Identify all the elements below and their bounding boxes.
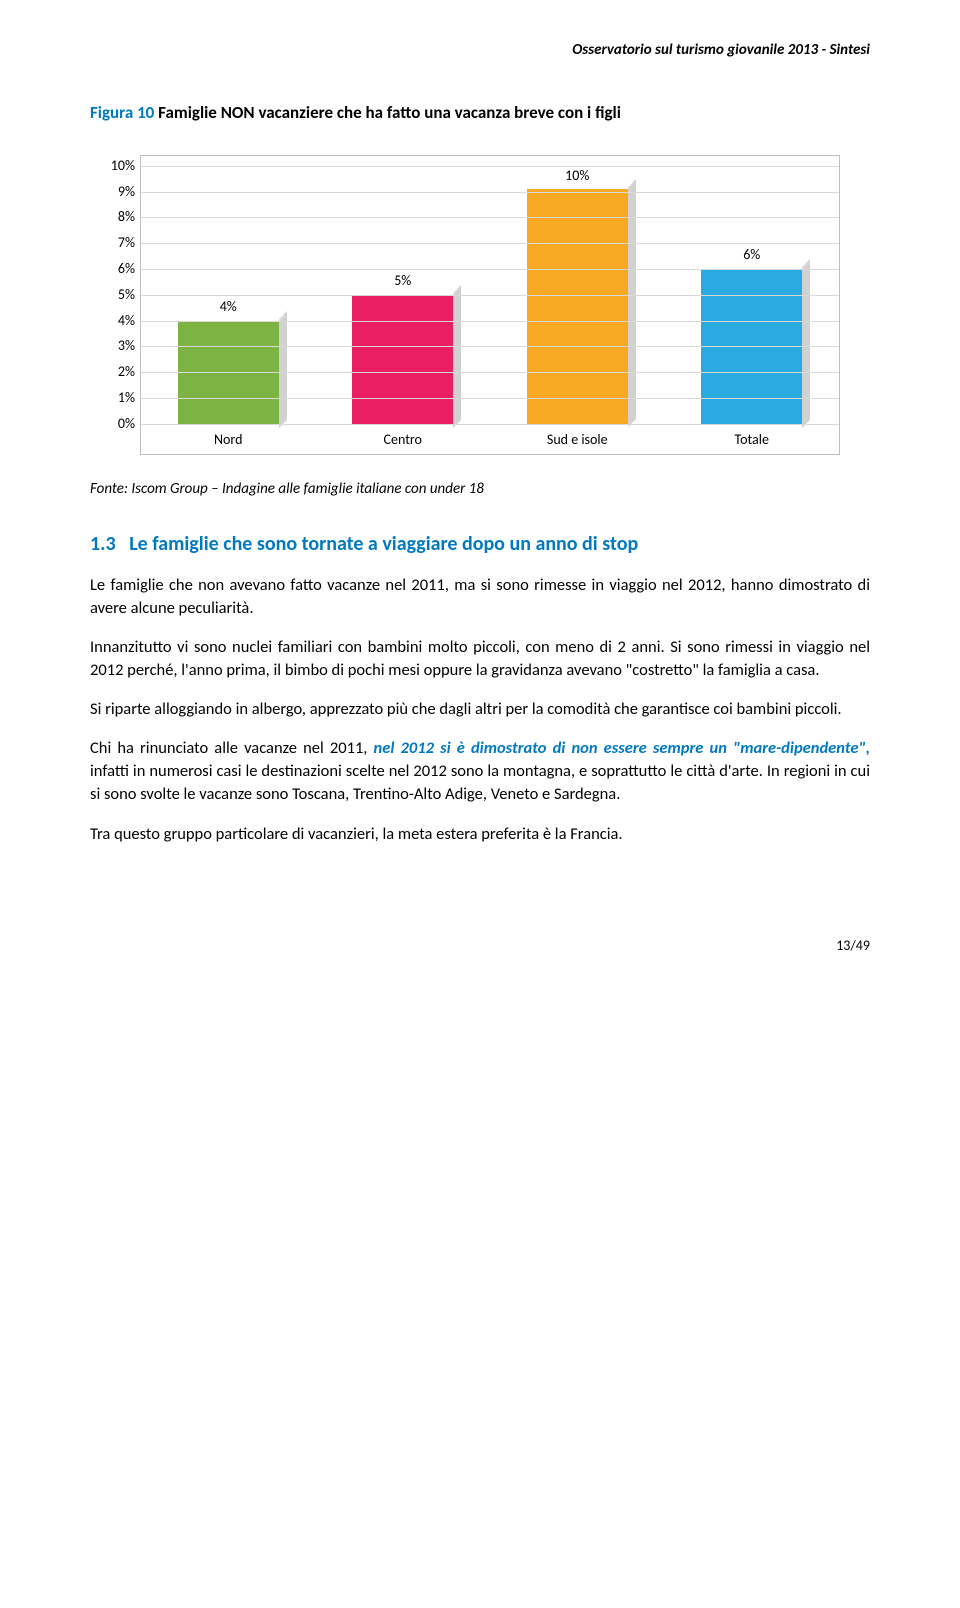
x-tick-label: Totale xyxy=(675,430,829,450)
gridline xyxy=(141,192,839,193)
caption-text: Iscom Group – Indagine alle famiglie ita… xyxy=(128,480,484,498)
gridline xyxy=(141,295,839,296)
bar xyxy=(527,189,628,423)
gridline xyxy=(141,166,839,167)
bar-value-label: 5% xyxy=(394,271,411,291)
gridline xyxy=(141,398,839,399)
x-axis-labels: Nord Centro Sud e isole Totale xyxy=(141,430,839,450)
gridline xyxy=(141,372,839,373)
paragraph-5: Tra questo gruppo particolare di vacanzi… xyxy=(90,823,870,846)
y-tick-label: 9% xyxy=(101,182,135,202)
y-tick-label: 10% xyxy=(101,156,135,176)
y-tick-label: 5% xyxy=(101,285,135,305)
gridline xyxy=(141,424,839,425)
page-header: Osservatorio sul turismo giovanile 2013 … xyxy=(90,40,870,61)
paragraph-1: Le famiglie che non avevano fatto vacanz… xyxy=(90,574,870,620)
section-title: Le famiglie che sono tornate a viaggiare… xyxy=(129,532,638,556)
section-number: 1.3 xyxy=(90,532,116,556)
y-tick-label: 2% xyxy=(101,362,135,382)
p4-emphasis: nel 2012 si è dimostrato di non essere s… xyxy=(374,738,870,758)
figure-number: Figura 10 xyxy=(90,102,154,123)
gridline xyxy=(141,243,839,244)
x-tick-label: Centro xyxy=(326,430,480,450)
y-tick-label: 0% xyxy=(101,414,135,434)
x-tick-label: Nord xyxy=(151,430,305,450)
p4-part-b: infatti in numerosi casi le destinazioni… xyxy=(90,761,870,804)
p4-part-a: Chi ha rinunciato alle vacanze nel 2011, xyxy=(90,738,374,758)
y-tick-label: 7% xyxy=(101,233,135,253)
y-tick-label: 1% xyxy=(101,388,135,408)
chart-plot: 4%5%10%6% 0%1%2%3%4%5%6%7%8%9%10% NordCe… xyxy=(140,155,840,455)
bar-value-label: 4% xyxy=(220,297,237,317)
y-tick-label: 6% xyxy=(101,259,135,279)
paragraph-2: Innanzitutto vi sono nuclei familiari co… xyxy=(90,636,870,682)
gridline xyxy=(141,269,839,270)
gridline xyxy=(141,346,839,347)
paragraph-3: Si riparte alloggiando in albergo, appre… xyxy=(90,698,870,721)
page-number: 13/49 xyxy=(90,936,870,956)
y-tick-label: 3% xyxy=(101,337,135,357)
paragraph-4: Chi ha rinunciato alle vacanze nel 2011,… xyxy=(90,737,870,806)
x-tick-label: Sud e isole xyxy=(500,430,654,450)
bar xyxy=(352,295,453,424)
figure-caption: Fonte: Iscom Group – Indagine alle famig… xyxy=(90,479,870,500)
gridline xyxy=(141,217,839,218)
figure-title-text: Famiglie NON vacanziere che ha fatto una… xyxy=(154,102,621,123)
y-tick-label: 4% xyxy=(101,311,135,331)
y-tick-label: 8% xyxy=(101,208,135,228)
caption-prefix: Fonte: xyxy=(90,480,128,498)
plot-area: 4%5%10%6% 0%1%2%3%4%5%6%7%8%9%10% xyxy=(141,166,839,424)
figure-title: Figura 10 Famiglie NON vacanziere che ha… xyxy=(90,101,870,125)
section-heading: 1.3 Le famiglie che sono tornate a viagg… xyxy=(90,530,870,558)
gridline xyxy=(141,321,839,322)
bar-chart: 4%5%10%6% 0%1%2%3%4%5%6%7%8%9%10% NordCe… xyxy=(90,155,870,455)
